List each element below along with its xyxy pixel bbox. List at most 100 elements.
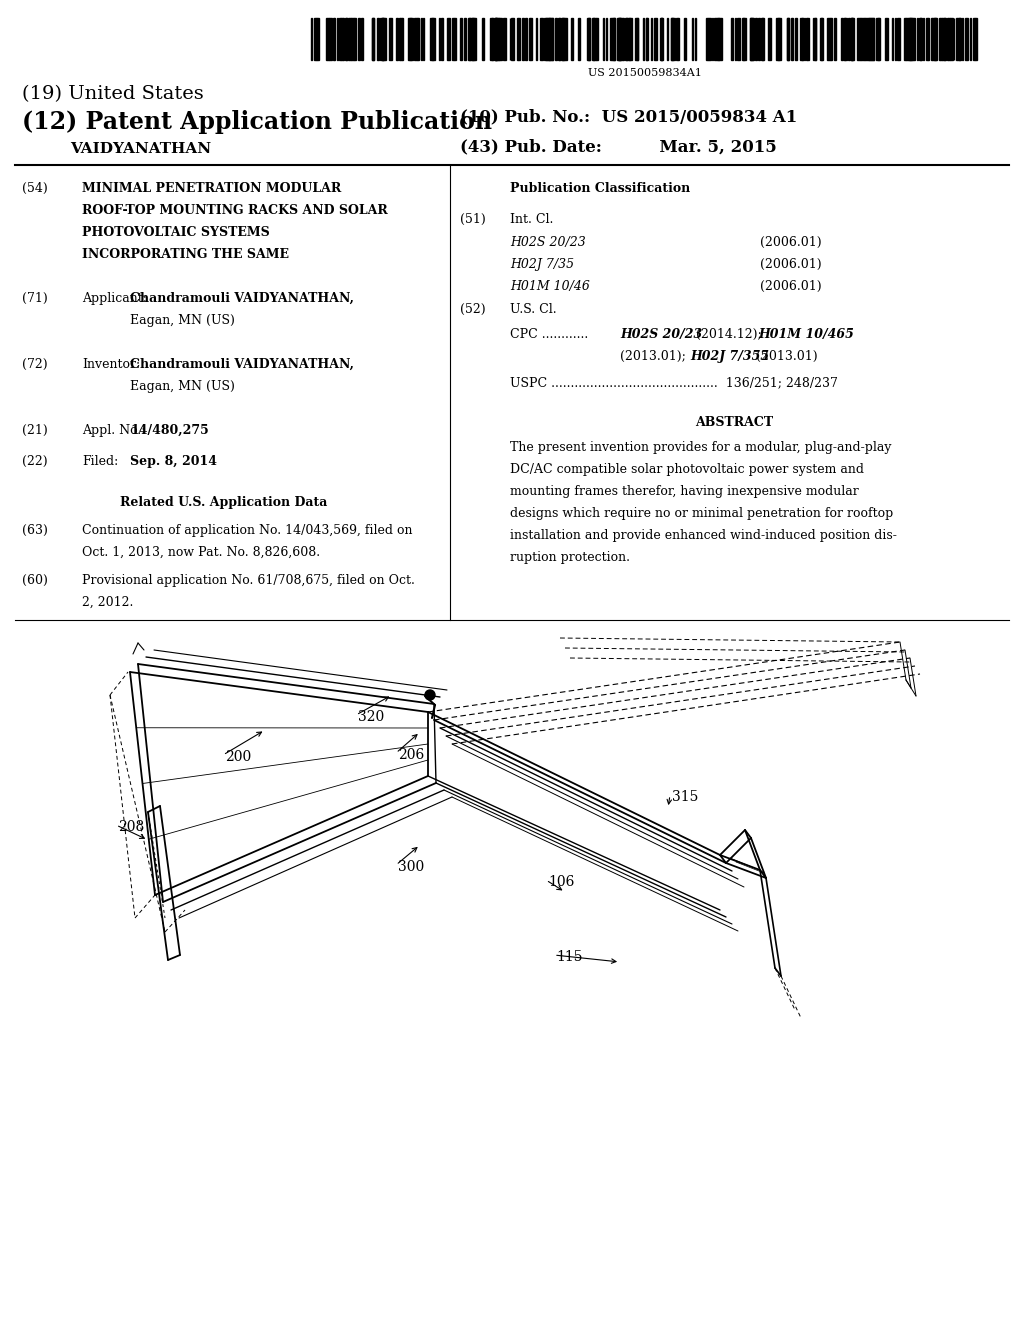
Bar <box>776 18 779 59</box>
Bar <box>841 18 843 59</box>
Bar <box>588 18 590 59</box>
Bar <box>956 18 959 59</box>
Bar <box>313 18 316 59</box>
Bar <box>494 18 496 59</box>
Bar <box>571 18 573 59</box>
Text: mounting frames therefor, having inexpensive modular: mounting frames therefor, having inexpen… <box>510 484 859 498</box>
Bar <box>380 18 383 59</box>
Bar <box>315 18 316 59</box>
Text: Filed:: Filed: <box>82 455 118 469</box>
Bar <box>354 18 356 59</box>
Text: (71): (71) <box>22 292 48 305</box>
Bar <box>410 18 413 59</box>
Text: 208: 208 <box>118 820 144 834</box>
Bar <box>547 18 549 59</box>
Bar <box>630 18 633 59</box>
Text: 2, 2012.: 2, 2012. <box>82 597 133 609</box>
Bar <box>672 18 674 59</box>
Bar <box>921 18 922 59</box>
Bar <box>549 18 552 59</box>
Text: Appl. No.:: Appl. No.: <box>82 424 145 437</box>
Bar <box>351 18 354 59</box>
Bar <box>603 18 604 59</box>
Bar <box>617 18 621 59</box>
Text: USPC ...........................................  136/251; 248/237: USPC ...................................… <box>510 376 838 389</box>
Text: 200: 200 <box>225 750 251 764</box>
Bar <box>552 18 553 59</box>
Bar <box>710 18 711 59</box>
Text: Inventor:: Inventor: <box>82 358 140 371</box>
Text: VAIDYANATHAN: VAIDYANATHAN <box>70 143 211 156</box>
Bar <box>946 18 948 59</box>
Bar <box>673 18 675 59</box>
Bar <box>975 18 977 59</box>
Bar <box>593 18 594 59</box>
Bar <box>909 18 911 59</box>
Bar <box>544 18 547 59</box>
Text: (21): (21) <box>22 424 48 437</box>
Bar <box>787 18 790 59</box>
Text: (43) Pub. Date:          Mar. 5, 2015: (43) Pub. Date: Mar. 5, 2015 <box>460 139 777 154</box>
Bar <box>706 18 708 59</box>
Bar <box>372 18 374 59</box>
Bar <box>610 18 612 59</box>
Bar <box>326 18 329 59</box>
Text: H01M 10/46: H01M 10/46 <box>510 280 590 293</box>
Text: H02J 7/35: H02J 7/35 <box>510 257 574 271</box>
Bar <box>719 18 722 59</box>
Text: (12) Patent Application Publication: (12) Patent Application Publication <box>22 110 492 135</box>
Bar <box>447 18 451 59</box>
Text: Related U.S. Application Data: Related U.S. Application Data <box>120 496 328 510</box>
Text: (72): (72) <box>22 358 48 371</box>
Bar <box>361 18 364 59</box>
Bar <box>821 18 823 59</box>
Bar <box>503 18 506 59</box>
Bar <box>430 18 433 59</box>
Bar <box>525 18 526 59</box>
Bar <box>561 18 564 59</box>
Bar <box>735 18 736 59</box>
Bar <box>792 18 794 59</box>
Bar <box>897 18 900 59</box>
Bar <box>762 18 764 59</box>
Bar <box>737 18 739 59</box>
Bar <box>452 18 455 59</box>
Bar <box>496 18 499 59</box>
Text: PHOTOVOLTAIC SYSTEMS: PHOTOVOLTAIC SYSTEMS <box>82 226 269 239</box>
Bar <box>311 18 312 59</box>
Bar <box>595 18 596 59</box>
Bar <box>905 18 908 59</box>
Bar <box>454 18 456 59</box>
Text: Eagan, MN (US): Eagan, MN (US) <box>130 380 234 393</box>
Bar <box>743 18 746 59</box>
Text: (2013.01);: (2013.01); <box>620 350 686 363</box>
Bar <box>908 18 910 59</box>
Bar <box>518 18 520 59</box>
Bar <box>835 18 837 59</box>
Text: (2013.01): (2013.01) <box>756 350 817 363</box>
Bar <box>868 18 870 59</box>
Bar <box>695 18 696 59</box>
Bar <box>768 18 771 59</box>
Bar <box>756 18 757 59</box>
Bar <box>671 18 673 59</box>
Bar <box>562 18 565 59</box>
Bar <box>869 18 872 59</box>
Text: The present invention provides for a modular, plug-and-play: The present invention provides for a mod… <box>510 441 892 454</box>
Bar <box>848 18 850 59</box>
Bar <box>646 18 647 59</box>
Bar <box>343 18 344 59</box>
Bar <box>345 18 347 59</box>
Bar <box>865 18 867 59</box>
Bar <box>934 18 937 59</box>
Bar <box>552 18 553 59</box>
Bar <box>654 18 657 59</box>
Bar <box>932 18 936 59</box>
Bar <box>439 18 440 59</box>
Text: Oct. 1, 2013, now Pat. No. 8,826,608.: Oct. 1, 2013, now Pat. No. 8,826,608. <box>82 546 321 558</box>
Text: (51): (51) <box>460 213 485 226</box>
Bar <box>715 18 717 59</box>
Bar <box>920 18 921 59</box>
Bar <box>408 18 409 59</box>
Bar <box>904 18 905 59</box>
